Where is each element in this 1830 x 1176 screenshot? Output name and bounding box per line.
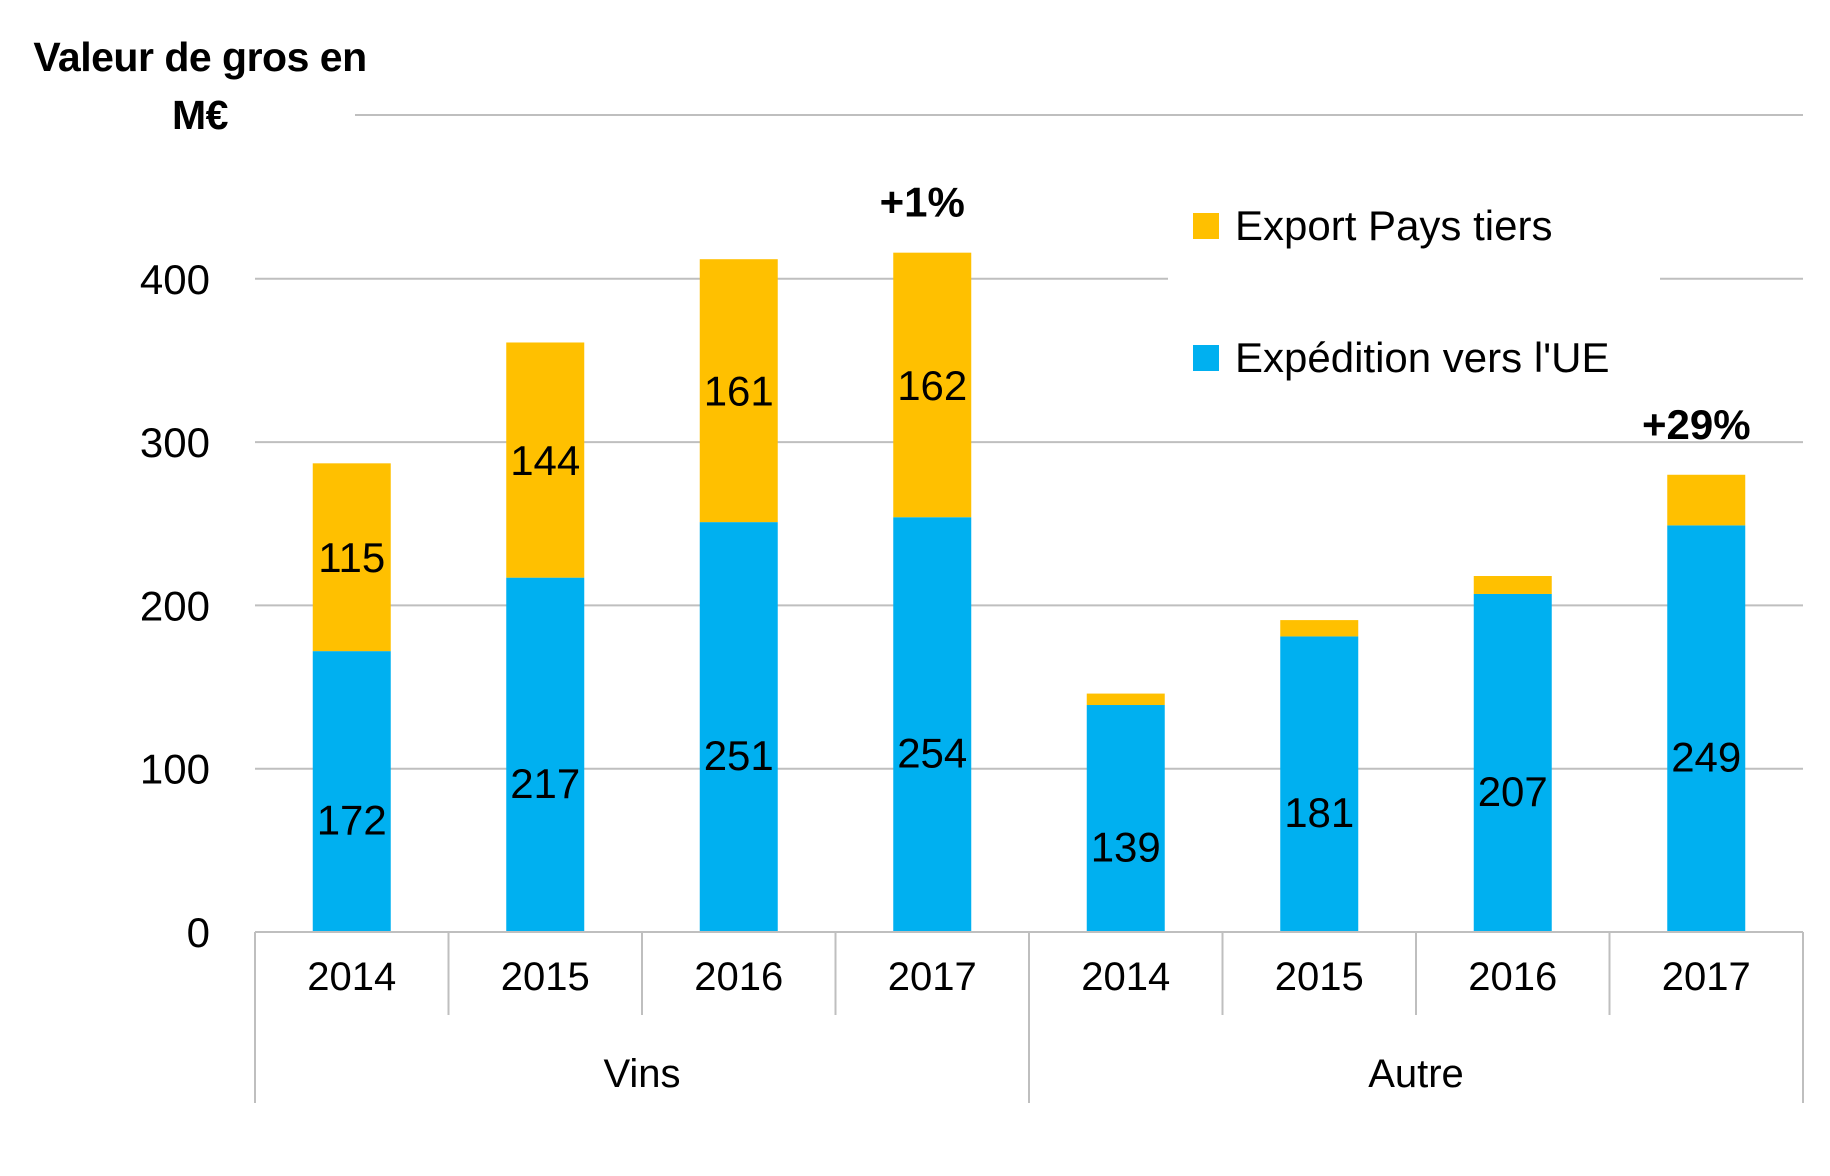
y-tick-label-400: 400: [140, 256, 210, 303]
data-label-0-5: 181: [1284, 789, 1354, 836]
bar-1-3: [893, 252, 972, 518]
legend: Export Pays tiers Expédition vers l'UE: [1193, 160, 1610, 424]
legend-swatch-export: [1193, 213, 1219, 239]
bar-0-6: [1473, 593, 1552, 932]
y-tick-label-200: 200: [140, 582, 210, 629]
legend-swatch-ue: [1193, 345, 1219, 371]
bar-1-2: [699, 259, 778, 523]
y-axis-title: Valeur de gros en M€: [33, 34, 367, 138]
bar-1-1: [506, 342, 585, 578]
data-label-1-3: 162: [897, 362, 967, 409]
legend-item-ue: Expédition vers l'UE: [1193, 292, 1610, 424]
x-tick-label-0-0: 2014: [307, 955, 396, 999]
y-axis-ticks: 0 100 200 300 400: [140, 256, 210, 956]
x-tick-label-1-0: 2014: [1081, 955, 1170, 999]
data-label-0-2: 251: [704, 732, 774, 779]
bar-1-5: [1280, 620, 1359, 637]
bar-1-6: [1473, 576, 1552, 594]
y-tick-label-0: 0: [187, 909, 210, 956]
data-label-0-6: 207: [1478, 768, 1548, 815]
x-tick-label-1-3: 2017: [1662, 955, 1751, 999]
x-group-label-0: Vins: [603, 1052, 680, 1096]
legend-label-export: Export Pays tiers: [1235, 202, 1553, 249]
data-label-1-2: 161: [704, 368, 774, 415]
bar-0-2: [699, 522, 778, 932]
x-tick-label-0-3: 2017: [888, 955, 977, 999]
x-tick-label-1-1: 2015: [1275, 955, 1364, 999]
bar-0-1: [506, 577, 585, 932]
bar-1-4: [1086, 693, 1165, 706]
data-label-0-3: 254: [897, 730, 967, 777]
bar-1-7: [1667, 474, 1746, 526]
x-tick-label-0-2: 2016: [694, 955, 783, 999]
data-label-1-0: 115: [318, 534, 385, 581]
data-label-0-1: 217: [510, 760, 580, 807]
legend-label-ue: Expédition vers l'UE: [1235, 334, 1610, 381]
y-tick-label-100: 100: [140, 746, 210, 793]
legend-item-export: Export Pays tiers: [1193, 160, 1610, 292]
data-label-0-0: 172: [317, 797, 387, 844]
x-tick-label-0-1: 2015: [501, 955, 590, 999]
bar-0-5: [1280, 636, 1359, 932]
data-label-0-7: 249: [1671, 734, 1741, 781]
bar-0-0: [312, 651, 391, 932]
bar-0-7: [1667, 525, 1746, 932]
bar-0-4: [1086, 705, 1165, 932]
x-tick-label-1-2: 2016: [1468, 955, 1557, 999]
data-labels: 172 115 217 144 251 161 254 162 139 181 207 249 +1% +…: [317, 179, 1751, 871]
data-label-0-4: 139: [1091, 824, 1161, 871]
y-tick-label-300: 300: [140, 419, 210, 466]
bar-1-0: [312, 463, 391, 652]
bars: [312, 252, 1746, 932]
bar-0-3: [893, 517, 972, 932]
annotation-1: +29%: [1642, 401, 1751, 448]
x-axis: 2014 2015 2016 2017 Vins 2014 2015 2016 2017 Autr…: [254, 931, 1804, 1103]
data-label-1-1: 144: [510, 437, 580, 484]
x-group-label-1: Autre: [1368, 1052, 1464, 1096]
annotation-0: +1%: [880, 179, 965, 226]
